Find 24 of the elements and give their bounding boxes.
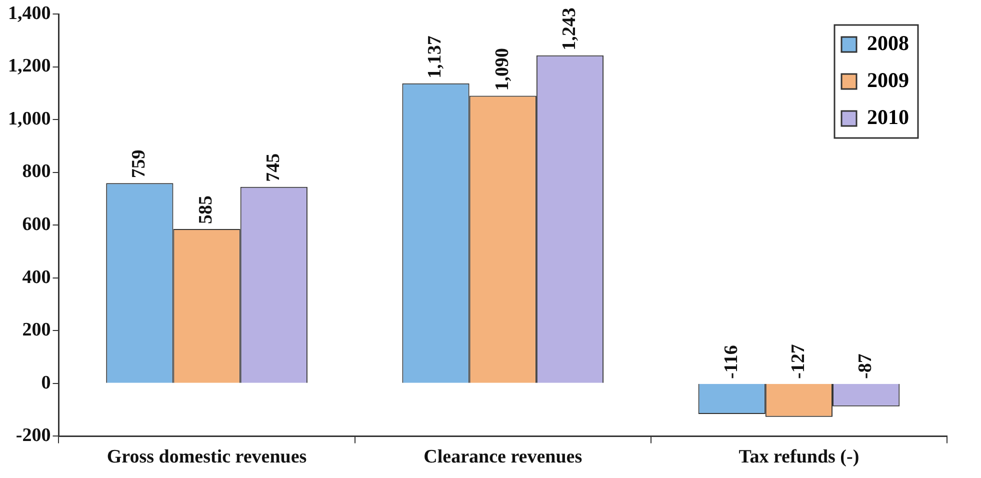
y-tick-label: -200 (16, 425, 51, 446)
x-tick-label: Gross domestic revenues (106, 446, 307, 468)
y-tick-label: 600 (22, 214, 51, 236)
legend-label: 2008 (867, 30, 909, 55)
data-label: -87 (854, 353, 876, 379)
legend-label: 2010 (867, 104, 909, 129)
y-tick-label: 1,000 (8, 108, 51, 130)
data-label: 1,243 (558, 8, 580, 50)
y-tick-label: 0 (41, 372, 51, 394)
data-label: 585 (196, 196, 217, 224)
y-tick-label: 1,200 (8, 56, 51, 77)
legend-label: 2009 (867, 68, 909, 92)
data-label: -127 (788, 344, 809, 379)
y-tick-label: 800 (22, 161, 51, 182)
data-label: 1,137 (424, 35, 446, 78)
y-tick-label: 400 (22, 266, 51, 288)
y-tick-label: 200 (22, 320, 51, 341)
data-label: 1,090 (492, 48, 513, 91)
y-tick-label: 1,400 (8, 2, 51, 24)
data-label: 759 (128, 150, 150, 178)
data-label: -116 (720, 345, 742, 379)
x-tick-label: Tax refunds (-) (738, 446, 860, 468)
data-label: 745 (262, 153, 284, 182)
x-tick-label: Clearance revenues (424, 446, 582, 468)
